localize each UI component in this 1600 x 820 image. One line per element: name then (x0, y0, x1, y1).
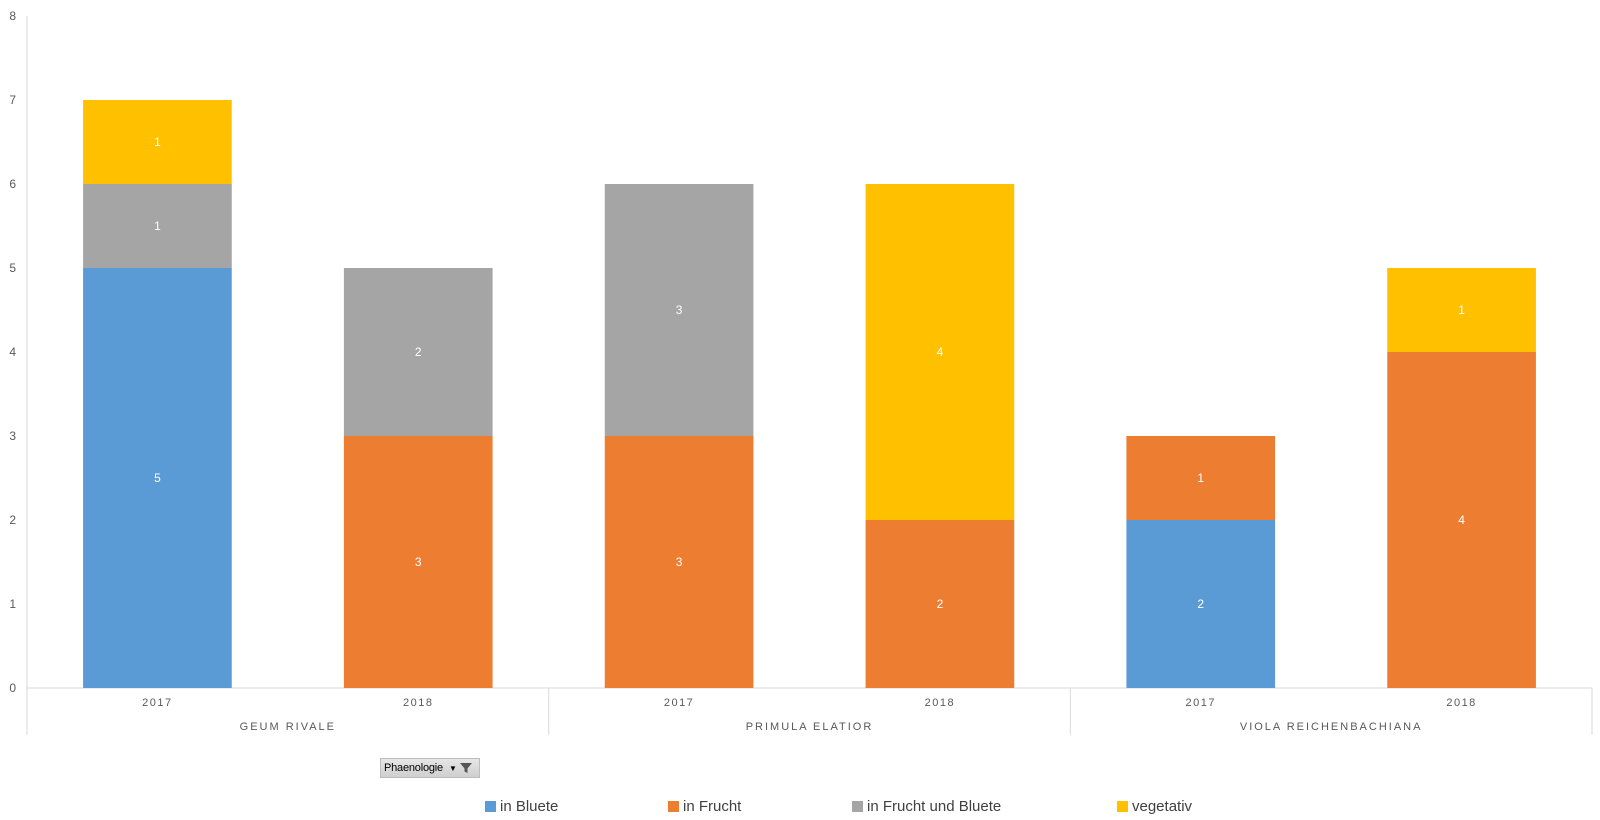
filter-label: Phaenologie (384, 762, 443, 774)
data-label: 1 (1458, 303, 1465, 317)
legend-swatch (852, 801, 863, 812)
y-tick-label: 7 (9, 93, 16, 107)
bar-segment (83, 100, 232, 184)
dropdown-arrow-icon: ▼ (448, 763, 457, 773)
x-group-label: GEUM RIVALE (240, 721, 336, 733)
y-tick-label: 4 (9, 345, 16, 359)
data-label: 1 (1197, 471, 1204, 485)
x-tick-label: 2018 (925, 697, 955, 709)
legend-label: in Frucht (683, 798, 742, 815)
bar-segment (1387, 268, 1536, 352)
legend-swatch (1117, 801, 1128, 812)
y-tick-label: 8 (9, 9, 16, 23)
y-tick-label: 3 (9, 429, 16, 443)
x-tick-label: 2017 (142, 697, 172, 709)
chart-legend: in Bluete in Frucht in Frucht und Bluete ve… (0, 798, 1600, 820)
phaenologie-filter-button[interactable]: Phaenologie ▼ (380, 758, 480, 778)
legend-item: in Frucht und Bluete (852, 798, 1001, 815)
legend-swatch (668, 801, 679, 812)
bar-segment (83, 268, 232, 688)
y-tick-label: 6 (9, 177, 16, 191)
y-tick-label: 0 (9, 681, 16, 695)
data-label: 3 (415, 555, 422, 569)
legend-label: in Bluete (500, 798, 559, 815)
data-label: 4 (937, 345, 944, 359)
x-tick-label: 2018 (1446, 697, 1476, 709)
bar-segment (1126, 520, 1276, 688)
y-tick-label: 2 (9, 513, 16, 527)
bar-segment (83, 184, 232, 268)
filter-funnel-icon (459, 763, 472, 773)
x-tick-label: 2017 (664, 697, 694, 709)
data-label: 3 (676, 555, 683, 569)
y-tick-label: 5 (9, 261, 16, 275)
data-label: 1 (154, 219, 161, 233)
x-tick-label: 2018 (403, 697, 433, 709)
bar-segment (1387, 352, 1536, 688)
bar-segment (343, 436, 493, 688)
x-tick-label: 2017 (1186, 697, 1216, 709)
bar-segment (604, 184, 754, 436)
y-tick-label: 1 (9, 597, 16, 611)
data-label: 2 (937, 597, 944, 611)
legend-label: vegetativ (1132, 798, 1193, 815)
legend-item: in Bluete (485, 798, 558, 815)
x-group-label: PRIMULA ELATIOR (746, 721, 874, 733)
stacked-bar-chart: 0 1 2 3 4 5 6 7 8 5 1 1 2017 3 2 2018 3 3 2017 2 4 2018 2 1 2017… (9, 9, 1593, 735)
bar-segment (1126, 436, 1276, 520)
data-label: 3 (676, 303, 683, 317)
data-label: 2 (1197, 597, 1204, 611)
x-group-label: VIOLA REICHENBACHIANA (1240, 721, 1423, 733)
data-label: 5 (154, 471, 161, 485)
legend-swatch (485, 801, 496, 812)
legend-item: in Frucht (668, 798, 741, 815)
bar-segment (865, 520, 1015, 688)
legend-label: in Frucht und Bluete (867, 798, 1002, 815)
bar-segment (604, 436, 754, 688)
legend-item: vegetativ (1117, 798, 1192, 815)
bar-segment (865, 184, 1015, 520)
data-label: 1 (154, 135, 161, 149)
data-label: 2 (415, 345, 422, 359)
bar-segment (343, 268, 493, 436)
data-label: 4 (1458, 513, 1465, 527)
